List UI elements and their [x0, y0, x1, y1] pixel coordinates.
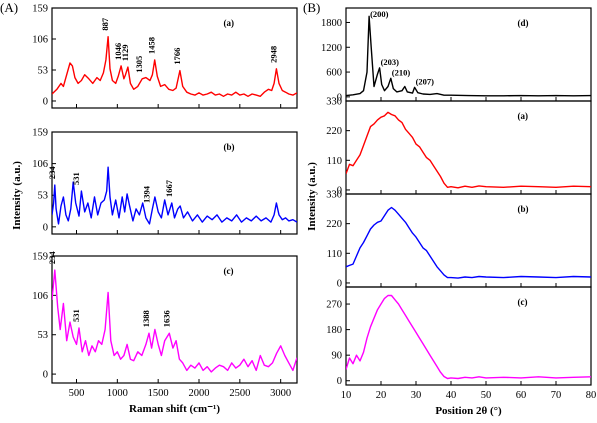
y-tick-label: 110: [327, 249, 342, 260]
y-tick-label: 53: [38, 65, 49, 76]
panel-label-a: (A): [0, 0, 18, 15]
series-line: [346, 294, 591, 380]
y-tick-label: 220: [326, 219, 342, 230]
subplot-a-2: 0 53 106 159 500 1000 1500 2000 2500 3000 (c) 234 53…: [32, 251, 298, 399]
plot-frame: [345, 193, 592, 288]
panel-label-b: (B): [303, 0, 320, 15]
x-tick-label: 10: [341, 390, 352, 401]
y-tick-label: 270: [326, 300, 342, 311]
x-tick-label: 1500: [148, 388, 169, 399]
subplot-b-1: 0 110 220 330 (a): [326, 97, 592, 196]
peak-annotation: 1636: [161, 310, 171, 327]
peak-annotation: 1394: [142, 185, 152, 203]
y-tick-label: 53: [38, 191, 49, 202]
plot-frame: [51, 131, 298, 235]
peak-annotation: (203): [381, 57, 400, 67]
y-tick-label: 330: [326, 97, 342, 108]
plot-frame: [345, 286, 592, 386]
peak-annotation: 531: [71, 309, 81, 322]
y-tick-label: 159: [32, 128, 48, 139]
x-tick-label: 2000: [189, 388, 210, 399]
series-line: [346, 15, 591, 97]
plot-frame: [51, 255, 298, 384]
series-line: [52, 166, 297, 225]
peak-annotation: 1388: [141, 310, 151, 327]
y-tick-label: 0: [43, 222, 48, 233]
subplot-a-1: 0 53 106 159 (b) 234 531 1394 1667: [32, 128, 298, 235]
subplot-label: (d): [518, 18, 529, 28]
subplot-label: (c): [224, 266, 234, 276]
subplot-label: (b): [518, 204, 529, 214]
subplot-label: (a): [224, 18, 235, 28]
y-tick-label: 0: [337, 278, 342, 289]
peak-annotation: 2948: [268, 46, 278, 63]
peak-annotation: 1129: [120, 45, 130, 62]
peak-annotation: 1766: [172, 48, 182, 65]
x-axis-label: Position 2θ (°): [435, 405, 502, 417]
x-tick-label: 1000: [107, 388, 128, 399]
peak-annotation: 234: [47, 166, 57, 180]
y-tick-label: 0: [43, 96, 48, 107]
y-tick-label: 106: [32, 34, 48, 45]
y-tick-label: 110: [327, 156, 342, 167]
y-tick-label: 600: [326, 68, 342, 79]
peak-annotation: 1305: [134, 56, 144, 73]
peak-annotation: 1458: [147, 37, 157, 54]
y-tick-label: 53: [38, 330, 49, 341]
peak-annotation: (207): [416, 76, 435, 86]
peak-annotation: 531: [71, 172, 81, 185]
y-tick-label: 0: [43, 370, 48, 381]
x-tick-label: 30: [411, 390, 422, 401]
y-tick-label: 106: [32, 159, 48, 170]
subplot-b-2: 0 110 220 330 (b): [326, 190, 592, 289]
peak-annotation: 887: [100, 17, 110, 31]
subplot-label: (c): [518, 297, 528, 307]
y-tick-label: 220: [326, 126, 342, 137]
y-tick-label: 1800: [321, 18, 342, 29]
y-tick-label: 0: [337, 185, 342, 196]
subplot-b-3: 0 90 180 270 10 20 30 40 50 60 70 80 (c): [326, 286, 597, 401]
y-tick-label: 159: [32, 4, 48, 15]
x-tick-label: 60: [516, 390, 527, 401]
subplot-b-0: 0 600 1200 1800 (d) (200) (203)(210) (207): [321, 7, 592, 103]
y-axis-label: Intensity (a.u.): [11, 161, 23, 230]
y-tick-label: 106: [32, 291, 48, 302]
series-line: [346, 206, 591, 279]
peak-annotation: 1667: [164, 179, 174, 197]
x-tick-label: 40: [446, 390, 457, 401]
series-line: [52, 36, 297, 98]
y-tick-label: 90: [332, 351, 343, 362]
x-axis-label: Raman shift (cm⁻¹): [129, 403, 220, 415]
x-tick-label: 70: [551, 390, 562, 401]
y-tick-label: 0: [337, 92, 342, 103]
plot-frame: [345, 100, 592, 195]
plot-frame: [51, 7, 298, 109]
x-tick-label: 500: [69, 388, 85, 399]
series-line: [52, 269, 297, 373]
series-line: [346, 111, 591, 189]
x-tick-label: 80: [586, 390, 597, 401]
y-tick-label: 159: [32, 252, 48, 263]
subplot-label: (a): [518, 111, 529, 121]
peak-annotation: 1046: [113, 43, 123, 60]
subplot-label: (b): [224, 142, 235, 152]
x-tick-label: 3000: [270, 388, 291, 399]
y-tick-label: 330: [326, 190, 342, 201]
y-tick-label: 0: [337, 376, 342, 387]
peak-annotation: 234: [47, 251, 57, 265]
x-tick-label: 20: [376, 390, 387, 401]
peak-annotation: (200): [370, 9, 389, 19]
x-tick-label: 2500: [229, 388, 250, 399]
y-axis-label: Intensity (a.u.): [306, 162, 318, 231]
peak-annotation: (210): [392, 67, 411, 77]
y-tick-label: 180: [326, 325, 342, 336]
x-tick-label: 50: [481, 390, 492, 401]
y-tick-label: 1200: [321, 43, 342, 54]
